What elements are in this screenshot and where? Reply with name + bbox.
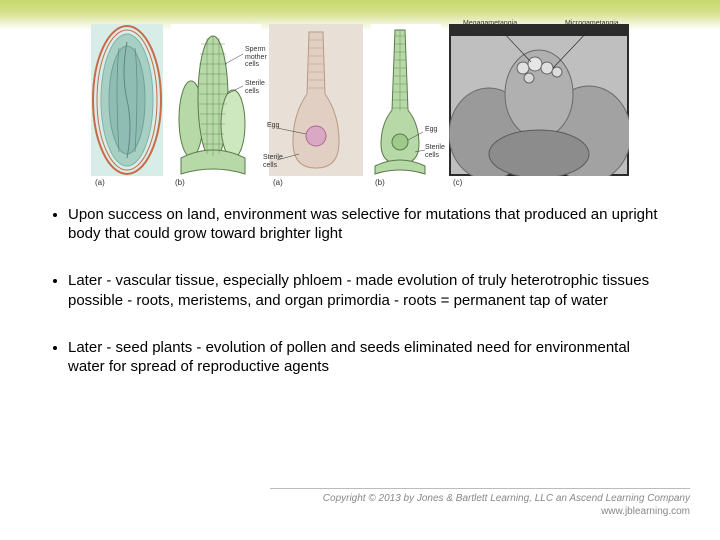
footer: Copyright © 2013 by Jones & Bartlett Lea… xyxy=(270,488,690,518)
footer-url: www.jblearning.com xyxy=(270,505,690,518)
figure-b1-caption: (b) xyxy=(171,178,185,187)
figure-b2-label-sterile: Sterilecells xyxy=(425,144,449,159)
figure-a2-label-egg: Egg xyxy=(267,122,279,130)
figure-b2-caption: (b) xyxy=(371,178,385,187)
footer-copyright: Copyright © 2013 by Jones & Bartlett Lea… xyxy=(270,492,690,505)
figures-row: (a) Spermmothercells xyxy=(0,24,720,187)
figure-a2-label-sterile: Sterilecells xyxy=(263,154,289,169)
figure-b2: Egg Sterilecells (b) xyxy=(371,24,441,187)
bullet-item: Later - vascular tissue, especially phlo… xyxy=(68,271,670,309)
figure-a1-caption: (a) xyxy=(91,178,105,187)
figure-a2: Egg Sterilecells (a) xyxy=(269,24,363,187)
figure-c-label-mega: Megagametangia xyxy=(463,20,517,28)
figure-b1: Spermmothercells Sterilecells (b) xyxy=(171,24,261,187)
figure-c: Megagametangia Microgametangia (c) xyxy=(449,24,629,187)
figure-c-caption: (c) xyxy=(449,178,462,187)
bullet-list: Upon success on land, environment was se… xyxy=(0,187,720,376)
figure-c-svg xyxy=(449,24,629,176)
bullet-item: Later - seed plants - evolution of polle… xyxy=(68,338,670,376)
figure-b1-label-sterile: Sterilecells xyxy=(245,80,269,95)
figure-c-label-micro: Microgametangia xyxy=(565,20,619,28)
figure-a2-caption: (a) xyxy=(269,178,283,187)
bullet-item: Upon success on land, environment was se… xyxy=(68,205,670,243)
footer-divider xyxy=(270,488,690,489)
figure-b2-label-egg: Egg xyxy=(425,126,437,134)
figure-a1-svg xyxy=(91,24,163,176)
figure-a1: (a) xyxy=(91,24,163,187)
